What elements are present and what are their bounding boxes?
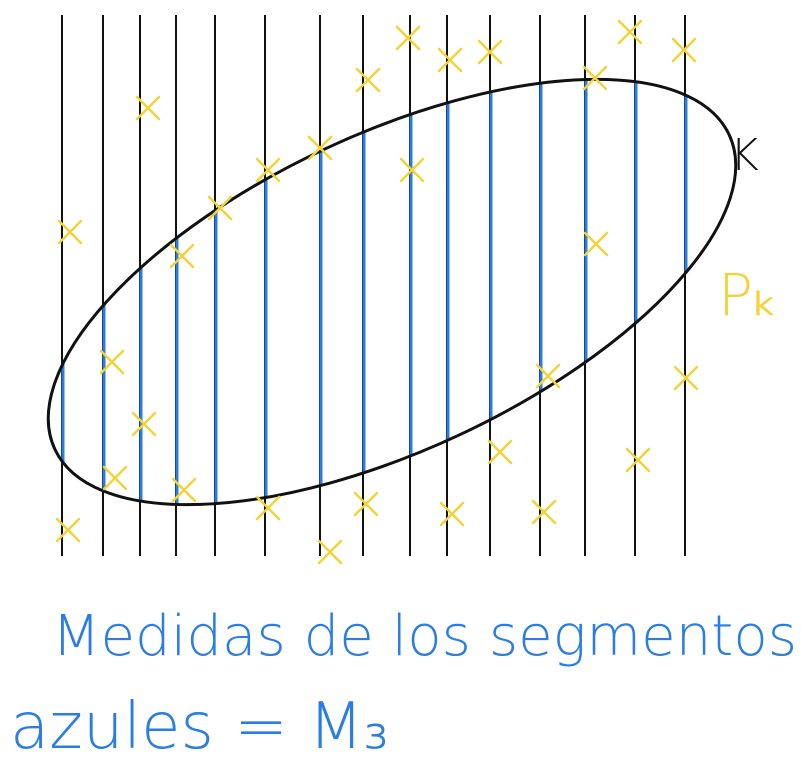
point bbox=[171, 477, 197, 503]
points bbox=[55, 19, 699, 565]
set-label: K bbox=[730, 130, 759, 181]
point bbox=[583, 231, 609, 257]
region-outline bbox=[46, 77, 738, 507]
point bbox=[135, 95, 161, 121]
point bbox=[169, 243, 195, 269]
point bbox=[57, 219, 83, 245]
point bbox=[131, 411, 157, 437]
caption-line: Medidas de los segmentos bbox=[52, 604, 797, 669]
point bbox=[487, 439, 513, 465]
point bbox=[55, 517, 81, 543]
point bbox=[207, 195, 233, 221]
caption-line: azules = M₃ bbox=[10, 690, 389, 764]
vertical-lines bbox=[61, 15, 686, 556]
point bbox=[355, 67, 381, 93]
point bbox=[353, 491, 379, 517]
point bbox=[102, 465, 128, 491]
points-label: Pₖ bbox=[718, 261, 778, 329]
point bbox=[625, 447, 651, 473]
point bbox=[671, 37, 697, 63]
point bbox=[439, 501, 465, 527]
point bbox=[673, 365, 699, 391]
point bbox=[255, 495, 281, 521]
point bbox=[437, 47, 463, 73]
point bbox=[99, 349, 125, 375]
point bbox=[255, 157, 281, 183]
point bbox=[617, 19, 643, 45]
point bbox=[307, 135, 333, 161]
point bbox=[582, 65, 608, 91]
point bbox=[399, 157, 425, 183]
point bbox=[317, 539, 343, 565]
point bbox=[535, 363, 561, 389]
point bbox=[531, 499, 557, 525]
point bbox=[477, 39, 503, 65]
point bbox=[395, 25, 421, 51]
blue-segments bbox=[61, 15, 688, 556]
